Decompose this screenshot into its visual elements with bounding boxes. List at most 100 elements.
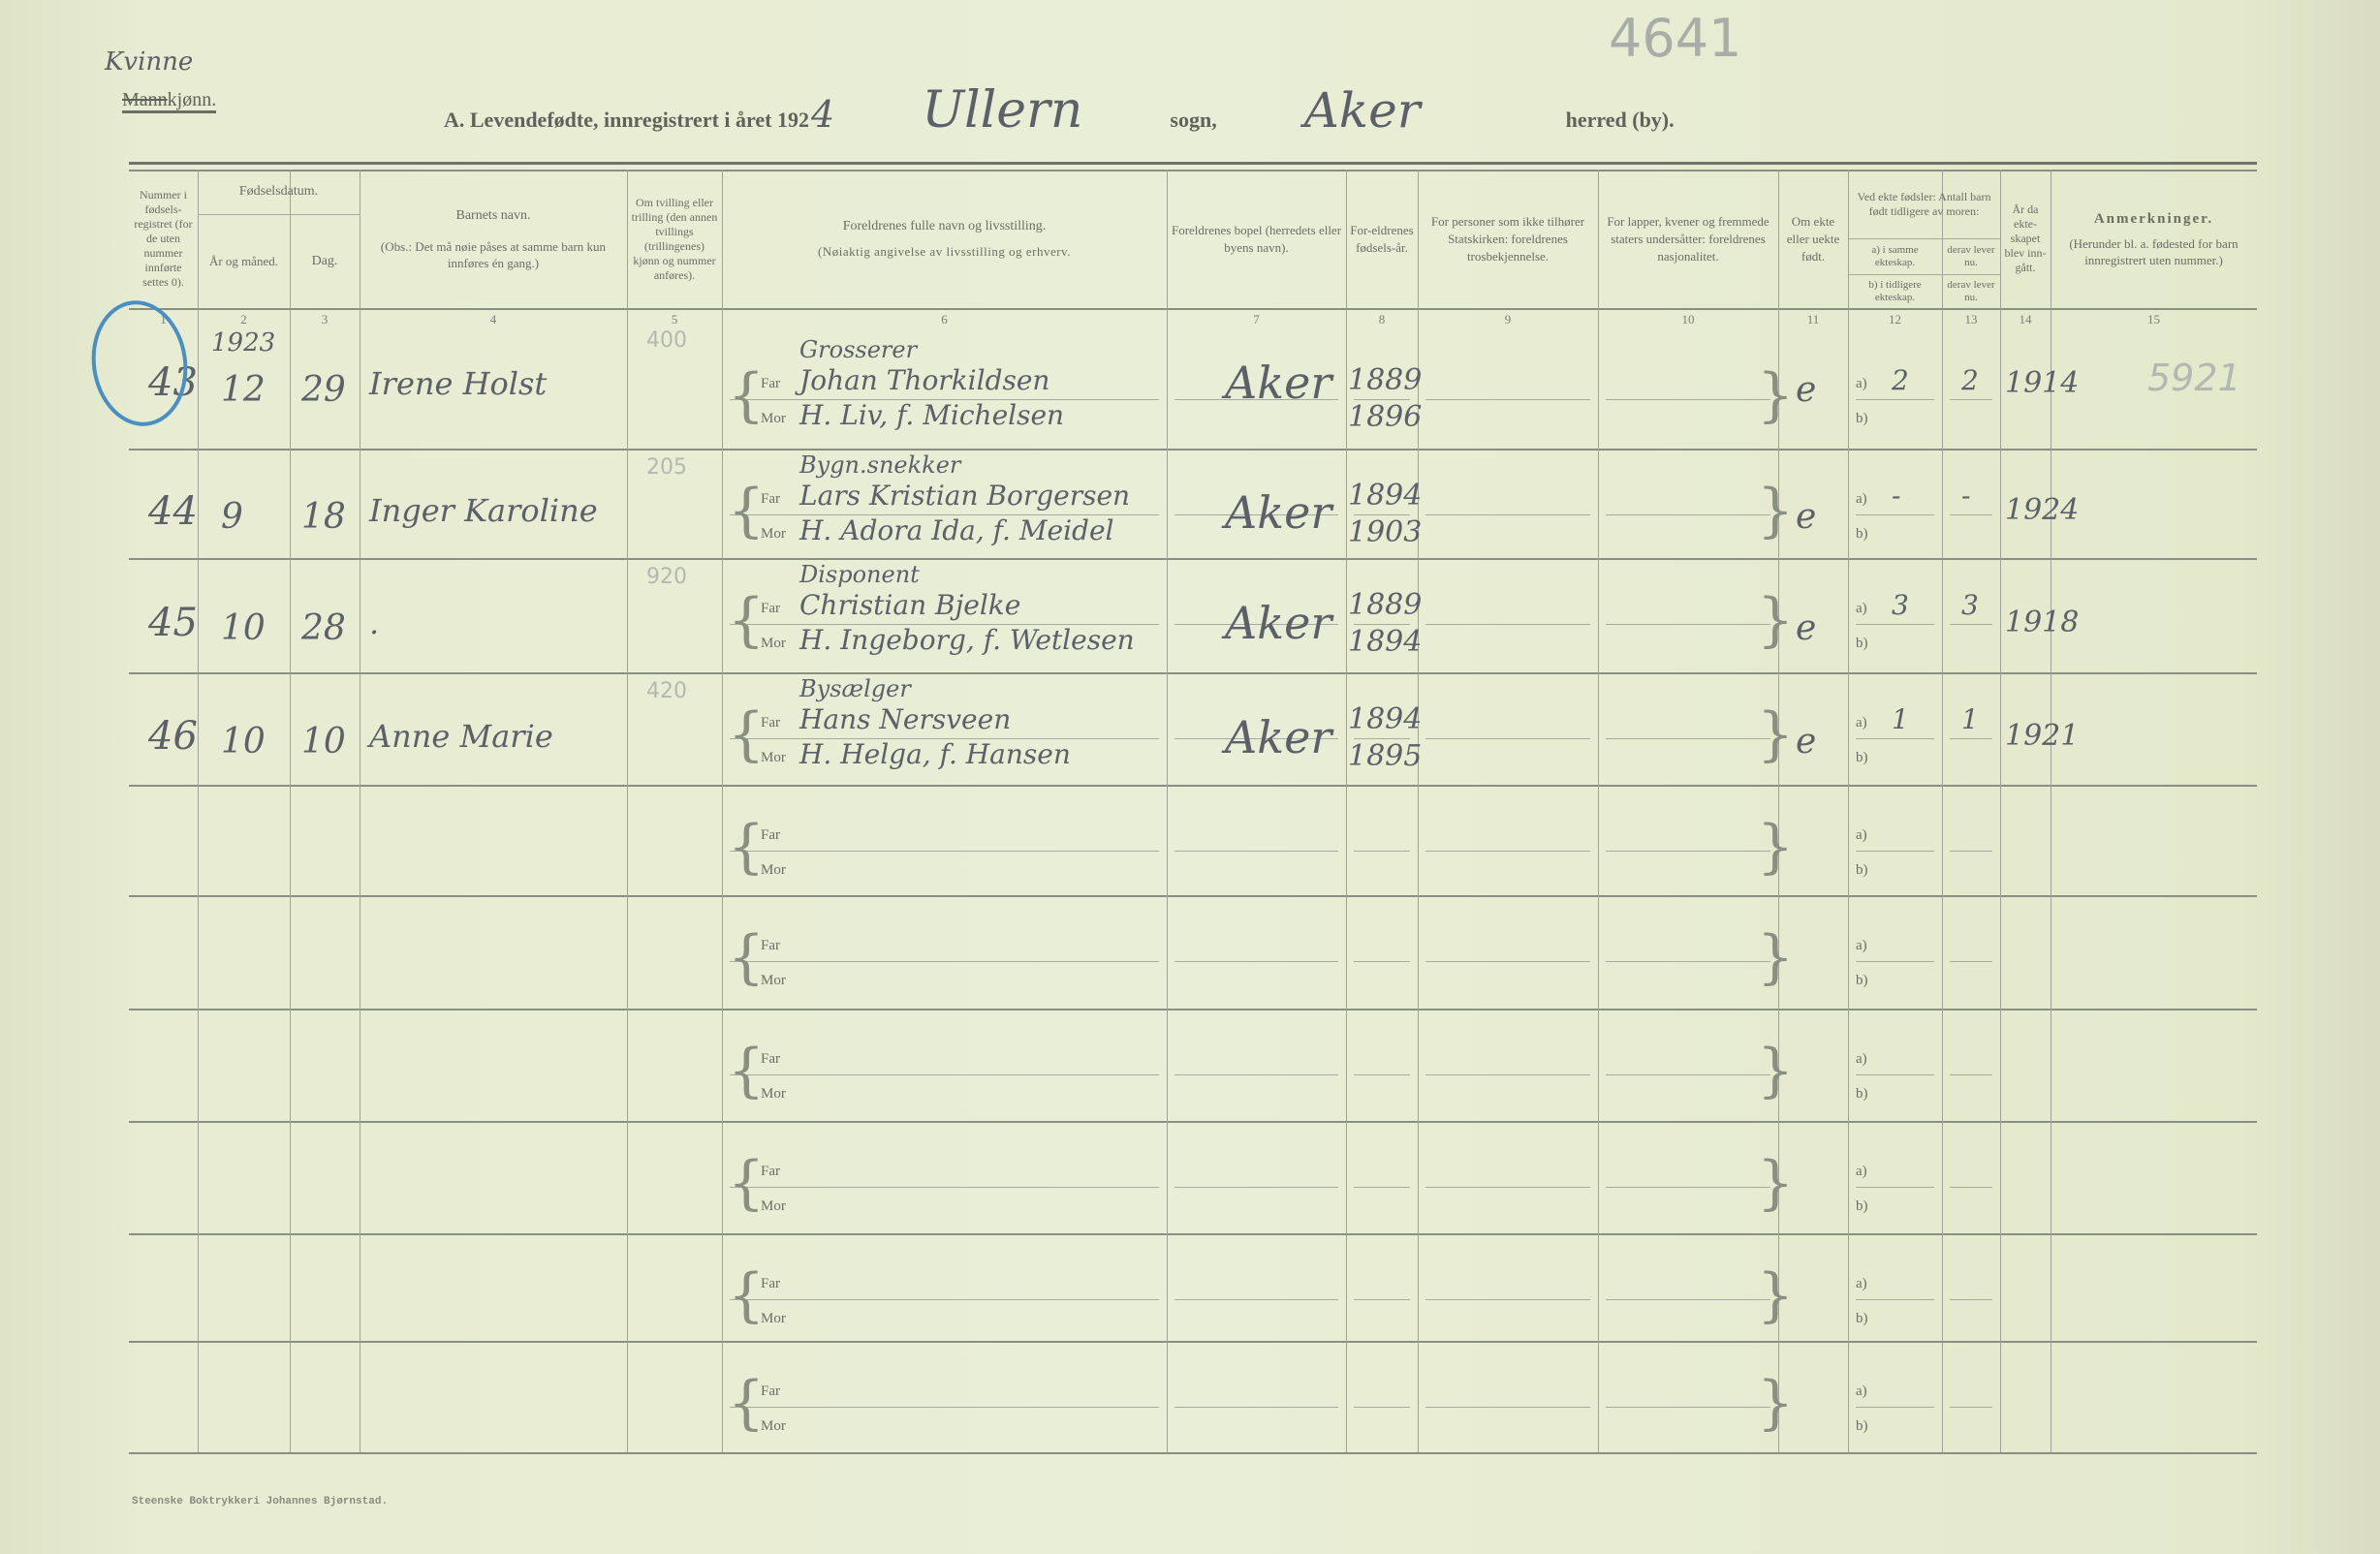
- row-inner-rule: [1425, 961, 1590, 962]
- entry-number: 44: [148, 488, 198, 534]
- legitimacy: e: [1796, 722, 1817, 762]
- column-divider: [1346, 170, 1347, 1452]
- top-rule-2: [129, 170, 2257, 171]
- mother-name: H. Liv, f. Michelsen: [799, 399, 1065, 431]
- children-alive: 1: [1961, 703, 1979, 735]
- column-number: 14: [2019, 312, 2032, 326]
- brace-right: }: [1757, 923, 1795, 991]
- father-occupation: Bygn.snekker: [799, 451, 961, 479]
- column-divider: [2000, 170, 2001, 1452]
- header-dag-text: Dag.: [311, 253, 338, 268]
- row-inner-rule: [1606, 961, 1770, 962]
- district-name: Aker: [1303, 82, 1421, 139]
- row-inner-rule: [1606, 1074, 1770, 1075]
- row-inner-rule: [1856, 851, 1934, 852]
- column-number: 8: [1378, 312, 1386, 326]
- b-label: b): [1856, 526, 1868, 542]
- header-trosbekjennelse-text: For personer som ikke tilhører Statskirk…: [1430, 213, 1585, 264]
- row-rule: [129, 1121, 2257, 1123]
- column-number: 6: [941, 312, 948, 326]
- birth-day: 18: [301, 496, 346, 537]
- brace-right: }: [1757, 813, 1795, 881]
- a-label: a): [1856, 1383, 1867, 1399]
- legitimacy: e: [1796, 496, 1817, 537]
- row-inner-rule: [1425, 738, 1590, 739]
- column-divider: [1418, 170, 1419, 1452]
- row-rule: [129, 895, 2257, 897]
- row-inner-rule: [1950, 399, 1992, 400]
- header-tvilling: Om tvilling eller trilling (den annen tv…: [630, 171, 719, 307]
- column-number: 15: [2147, 312, 2160, 326]
- header-tidligere-ekteskap-text: b) i tidligere ekteskap.: [1868, 278, 1922, 303]
- children-same-marriage: 1: [1892, 703, 1909, 735]
- row-inner-rule: [1174, 1407, 1338, 1408]
- mor-label: Mor: [761, 750, 786, 765]
- b-label: b): [1856, 1086, 1868, 1102]
- header-derav-lever-b: derav lever nu.: [1945, 275, 1997, 307]
- column-number: 5: [671, 312, 678, 326]
- header-foreldrenes-navn-note: (Nøiaktig angivelse av livsstilling og e…: [818, 243, 1071, 259]
- b-label: b): [1856, 750, 1868, 765]
- column-number: 13: [1964, 312, 1978, 326]
- far-label: Far: [761, 1276, 780, 1291]
- header-dag: Dag.: [293, 215, 357, 307]
- far-label: Far: [761, 827, 780, 843]
- column-number: 1: [160, 312, 167, 326]
- row-inner-rule: [1856, 399, 1934, 400]
- row-inner-rule: [1606, 399, 1770, 400]
- father-name: Johan Thorkildsen: [799, 364, 1050, 396]
- row-inner-rule: [730, 1187, 1159, 1188]
- birth-month: 10: [221, 608, 266, 649]
- row-inner-rule: [1174, 1074, 1338, 1075]
- mor-label: Mor: [761, 1311, 786, 1326]
- birth-day: 29: [301, 370, 346, 411]
- birth-month: 10: [221, 722, 266, 762]
- mother-birth-year: 1895: [1348, 739, 1423, 773]
- header-bopel-text: Foreldrenes bopel (herredets eller byens…: [1171, 222, 1342, 255]
- father-occupation: Grosserer: [799, 336, 918, 363]
- top-rule: [129, 162, 2257, 165]
- column-number: 3: [321, 312, 329, 326]
- ekte-fodsler-rule: [1848, 238, 2000, 239]
- child-name: .: [369, 604, 380, 641]
- birth-day: 10: [301, 722, 346, 762]
- brace-right: }: [1757, 1149, 1795, 1217]
- marriage-year: 1918: [2005, 605, 2080, 639]
- mor-label: Mor: [761, 1418, 786, 1434]
- residence: Aker: [1225, 597, 1332, 650]
- twin-pencil-mark: 920: [646, 565, 687, 589]
- brace-left: {: [728, 1369, 766, 1437]
- header-fodselsdatum: Fødselsdatum.: [201, 171, 357, 213]
- column-number: 10: [1681, 312, 1695, 326]
- residence: Aker: [1225, 357, 1332, 410]
- row-rule: [129, 785, 2257, 787]
- mother-birth-year: 1896: [1348, 400, 1423, 434]
- father-name: Lars Kristian Borgersen: [799, 480, 1131, 512]
- row-inner-rule: [1856, 1187, 1934, 1188]
- b-label: b): [1856, 636, 1868, 651]
- row-inner-rule: [1856, 1299, 1934, 1300]
- a-label: a): [1856, 1276, 1867, 1291]
- a-label: a): [1856, 715, 1867, 730]
- row-inner-rule: [1950, 1407, 1992, 1408]
- row-rule: [129, 1341, 2257, 1343]
- gender-label: Mannkjønn.: [122, 89, 217, 113]
- birth-day: 28: [301, 608, 346, 649]
- row-inner-rule: [1174, 851, 1338, 852]
- row-inner-rule: [730, 624, 1159, 625]
- row-inner-rule: [1425, 624, 1590, 625]
- year-digit: 4: [811, 93, 835, 136]
- row-inner-rule: [1950, 738, 1992, 739]
- children-same-marriage: 2: [1892, 364, 1909, 396]
- header-bottom-rule: [129, 308, 2257, 310]
- header-foreldrenes-navn: Foreldrenes fulle navn og livsstilling. (…: [725, 171, 1164, 307]
- row-inner-rule: [1856, 1407, 1934, 1408]
- header-tvilling-text: Om tvilling eller trilling (den annen tv…: [631, 195, 718, 282]
- column-number: 12: [1889, 312, 1901, 326]
- far-label: Far: [761, 1383, 780, 1399]
- row-inner-rule: [1174, 1299, 1338, 1300]
- fodselsdatum-rule: [198, 214, 360, 215]
- b-label: b): [1856, 411, 1868, 426]
- header-nasjonalitet: For lapper, kvener og fremmede staters u…: [1601, 171, 1775, 307]
- b-label: b): [1856, 1311, 1868, 1326]
